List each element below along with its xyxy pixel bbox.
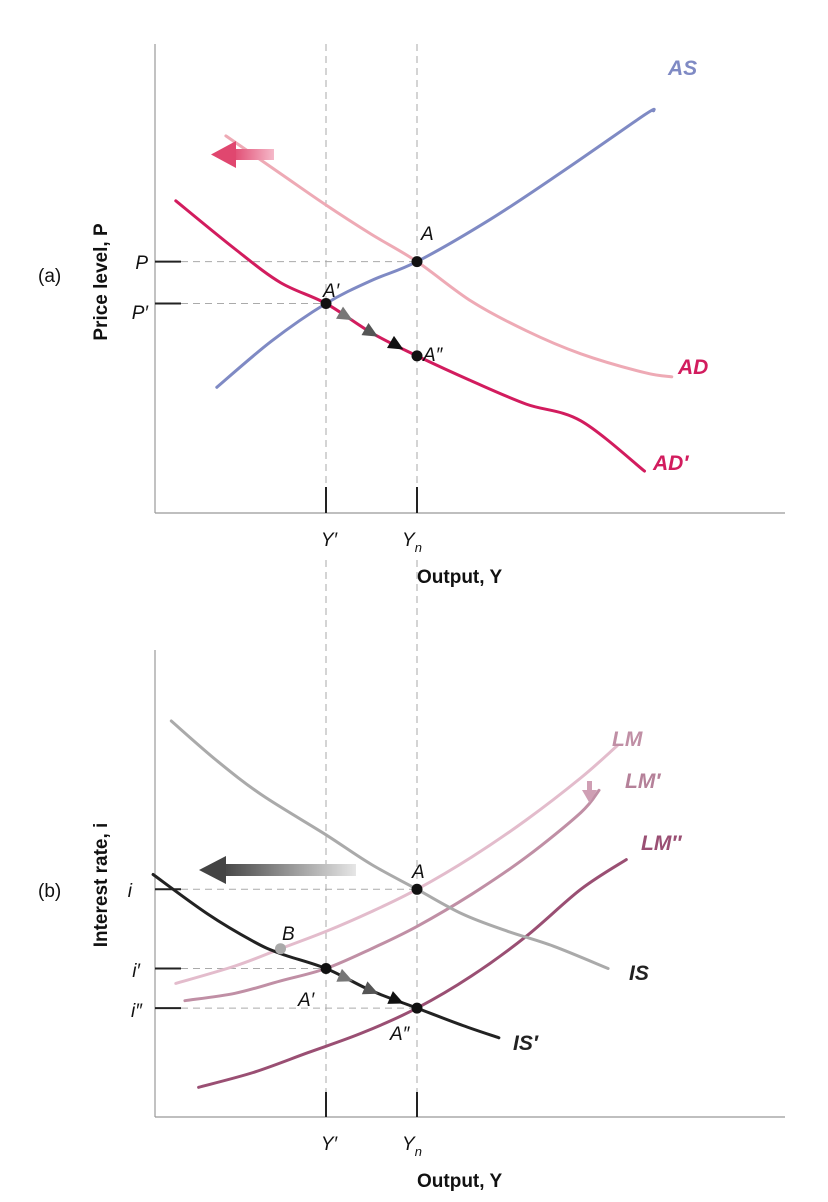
panel-b-curve-lm <box>174 744 619 985</box>
panel-b-curve-label-lm: LM <box>612 728 643 751</box>
panel-b-curve-label-is: IS <box>629 962 649 985</box>
panel-b-label: (b) <box>38 881 61 902</box>
panel-a-curve-adp <box>174 199 646 473</box>
panel-b-lm-shift-arrow <box>582 781 597 803</box>
panel-b-y-axis-title: Interest rate, i <box>91 823 112 948</box>
panel-a-shift-arrow <box>211 141 274 168</box>
panel-b-marks <box>275 883 423 1014</box>
panel-b-y-tick-label-i: i <box>128 881 133 902</box>
panel-b-point-b <box>275 943 286 955</box>
panel-a-path-arrow-2 <box>361 323 379 337</box>
panel-b-x-axis-title: Output, Y <box>417 1171 502 1192</box>
panel-b-point-a <box>411 883 423 895</box>
panel-a-y-axis-title: Price level, P <box>91 223 112 341</box>
svg-text:Yn: Yn <box>402 530 422 555</box>
panel-a-curve-label-ad: AD <box>677 356 708 379</box>
panel-a-curves <box>174 107 674 473</box>
panel-b-ticks <box>155 888 418 1117</box>
panel-a-ticks <box>155 260 418 513</box>
panel-a-point-label-ap: A′ <box>322 281 341 302</box>
panel-b-guides <box>181 560 418 1117</box>
panel-a-x-tick-label-yn: Yn <box>402 530 422 555</box>
panel-a-point-label-a: A <box>420 224 434 245</box>
panel-a-x-axis-title: Output, Y <box>417 567 502 588</box>
panel-b-curve-lmpp <box>197 858 628 1089</box>
svg-text:Yn: Yn <box>402 1134 422 1159</box>
panel-a-y-tick-label-pp: P′ <box>132 303 150 324</box>
panel-a-point-label-app: A″ <box>422 345 444 366</box>
panel-a: (a) Price level, P Y′ Yn Output, Y P P′ … <box>38 44 785 588</box>
panel-a-curve-as <box>215 107 656 389</box>
panel-b-path-arrow-1 <box>336 968 353 982</box>
panel-b-point-label-ap: A′ <box>297 990 316 1011</box>
panel-b-curve-label-lmp: LM′ <box>625 770 661 793</box>
panel-b-x-tick-label-yn: Yn <box>402 1134 422 1159</box>
panel-a-point-ap <box>320 298 332 309</box>
panel-a-label: (a) <box>38 266 61 287</box>
panel-b-shift-arrow <box>199 856 356 884</box>
panel-b-point-label-app: A″ <box>389 1024 411 1045</box>
panel-b-curve-is <box>169 719 610 970</box>
panel-b-curve-lmp <box>183 788 601 1003</box>
panel-b: (b) Interest rate, i Y′ Yn Output, Y i i… <box>38 560 785 1192</box>
panel-b-y-tick-label-ipp: i″ <box>131 1001 143 1022</box>
panel-a-path-arrow-1 <box>336 306 353 321</box>
panel-b-x-tick-label-yp: Y′ <box>321 1134 339 1155</box>
panel-a-curve-label-adp: AD′ <box>652 452 689 475</box>
panel-a-guides <box>181 44 418 513</box>
panel-b-path-arrow-3 <box>387 991 404 1004</box>
panel-a-x-tick-label-yp: Y′ <box>321 530 339 551</box>
panel-b-curve-label-lmpp: LM″ <box>641 832 682 855</box>
panel-b-point-label-b: B <box>282 924 295 945</box>
panel-a-marks <box>320 256 423 362</box>
panel-b-point-app <box>411 1002 423 1014</box>
panel-b-point-label-a: A <box>411 862 425 883</box>
panel-a-path-arrow-3 <box>386 335 404 350</box>
panel-a-point-app <box>411 350 423 362</box>
panel-b-point-ap <box>320 963 332 974</box>
panel-a-y-tick-label-p: P <box>135 253 148 274</box>
panel-b-y-tick-label-ip: i′ <box>132 961 141 982</box>
panel-b-path-arrow-2 <box>361 981 379 995</box>
panel-a-curve-label-as: AS <box>667 57 697 80</box>
panel-b-curve-label-isp: IS′ <box>513 1032 539 1055</box>
panel-a-curve-ad <box>224 134 674 379</box>
panel-a-point-a <box>411 256 423 268</box>
